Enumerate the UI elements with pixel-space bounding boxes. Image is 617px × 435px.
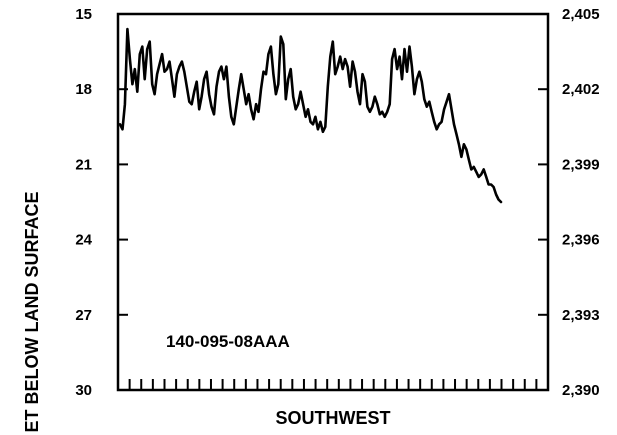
right-tick-label: 2,393 — [562, 307, 600, 324]
left-tick-label: 27 — [75, 307, 92, 324]
left-tick-label: 18 — [75, 81, 92, 98]
left-tick-label: 15 — [75, 6, 92, 23]
well-id-annotation: 140-095-08AAA — [166, 332, 290, 351]
right-tick-label: 2,396 — [562, 232, 600, 249]
right-tick-label: 2,390 — [562, 382, 600, 399]
left-tick-label: 30 — [75, 382, 92, 399]
right-axis-ticks — [538, 13, 548, 391]
plot-frame — [116, 12, 550, 392]
right-tick-label: 2,405 — [562, 6, 600, 23]
right-axis-tick-labels: 2,405 2,402 2,399 2,396 2,393 2,390 — [562, 6, 600, 399]
left-axis-tick-labels: 15 18 21 24 27 30 — [75, 6, 92, 399]
right-tick-label: 2,402 — [562, 81, 600, 98]
bottom-axis-ticks — [128, 379, 538, 390]
y-axis-label: ET BELOW LAND SURFACE — [22, 192, 42, 433]
left-tick-label: 21 — [75, 156, 92, 173]
series-line — [118, 27, 503, 204]
left-tick-label: 24 — [75, 232, 92, 249]
x-axis-label: SOUTHWEST — [276, 408, 391, 428]
right-tick-label: 2,399 — [562, 156, 600, 173]
